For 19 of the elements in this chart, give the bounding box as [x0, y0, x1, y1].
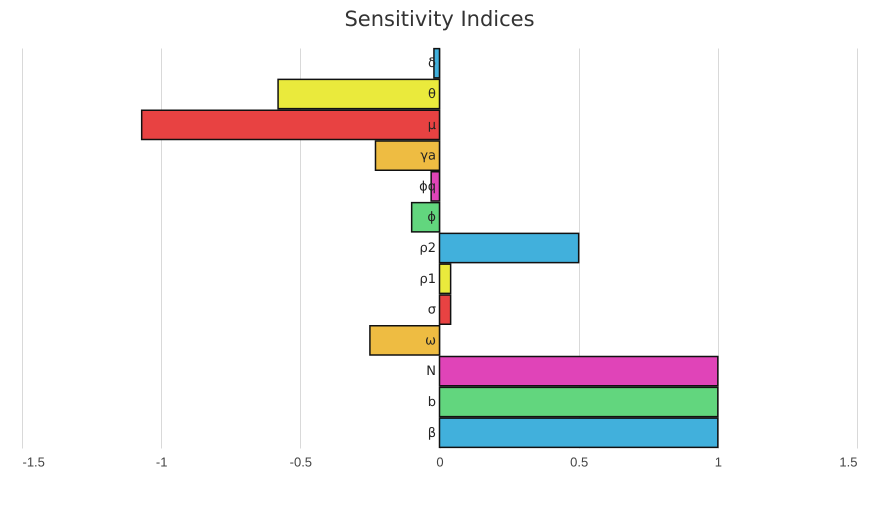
- x-tick-label: -1.5: [22, 454, 45, 470]
- x-tick-label: 0: [436, 454, 444, 470]
- y-tick-label: ρ2: [419, 241, 436, 256]
- y-tick-label: θ: [428, 87, 436, 102]
- y-tick-label: b: [428, 394, 436, 410]
- y-tick-label: γa: [420, 148, 436, 164]
- x-tick-label: 0.5: [570, 454, 588, 470]
- y-tick-label: ω: [425, 333, 436, 348]
- x-tick-label: -1: [156, 454, 168, 470]
- y-tick-label: σ: [428, 302, 436, 318]
- chart-title: Sensitivity Indices: [344, 6, 535, 31]
- y-tick-label: β: [428, 426, 436, 441]
- y-tick-label: ρ1: [419, 272, 436, 287]
- x-tick-label: 1: [714, 454, 722, 470]
- y-tick-label: N: [426, 364, 436, 380]
- x-tick-label: 1.5: [839, 454, 858, 470]
- y-tick-label: ϕ: [427, 210, 436, 226]
- x-tick-label: -0.5: [290, 454, 312, 470]
- y-tick-label: μ: [428, 118, 436, 133]
